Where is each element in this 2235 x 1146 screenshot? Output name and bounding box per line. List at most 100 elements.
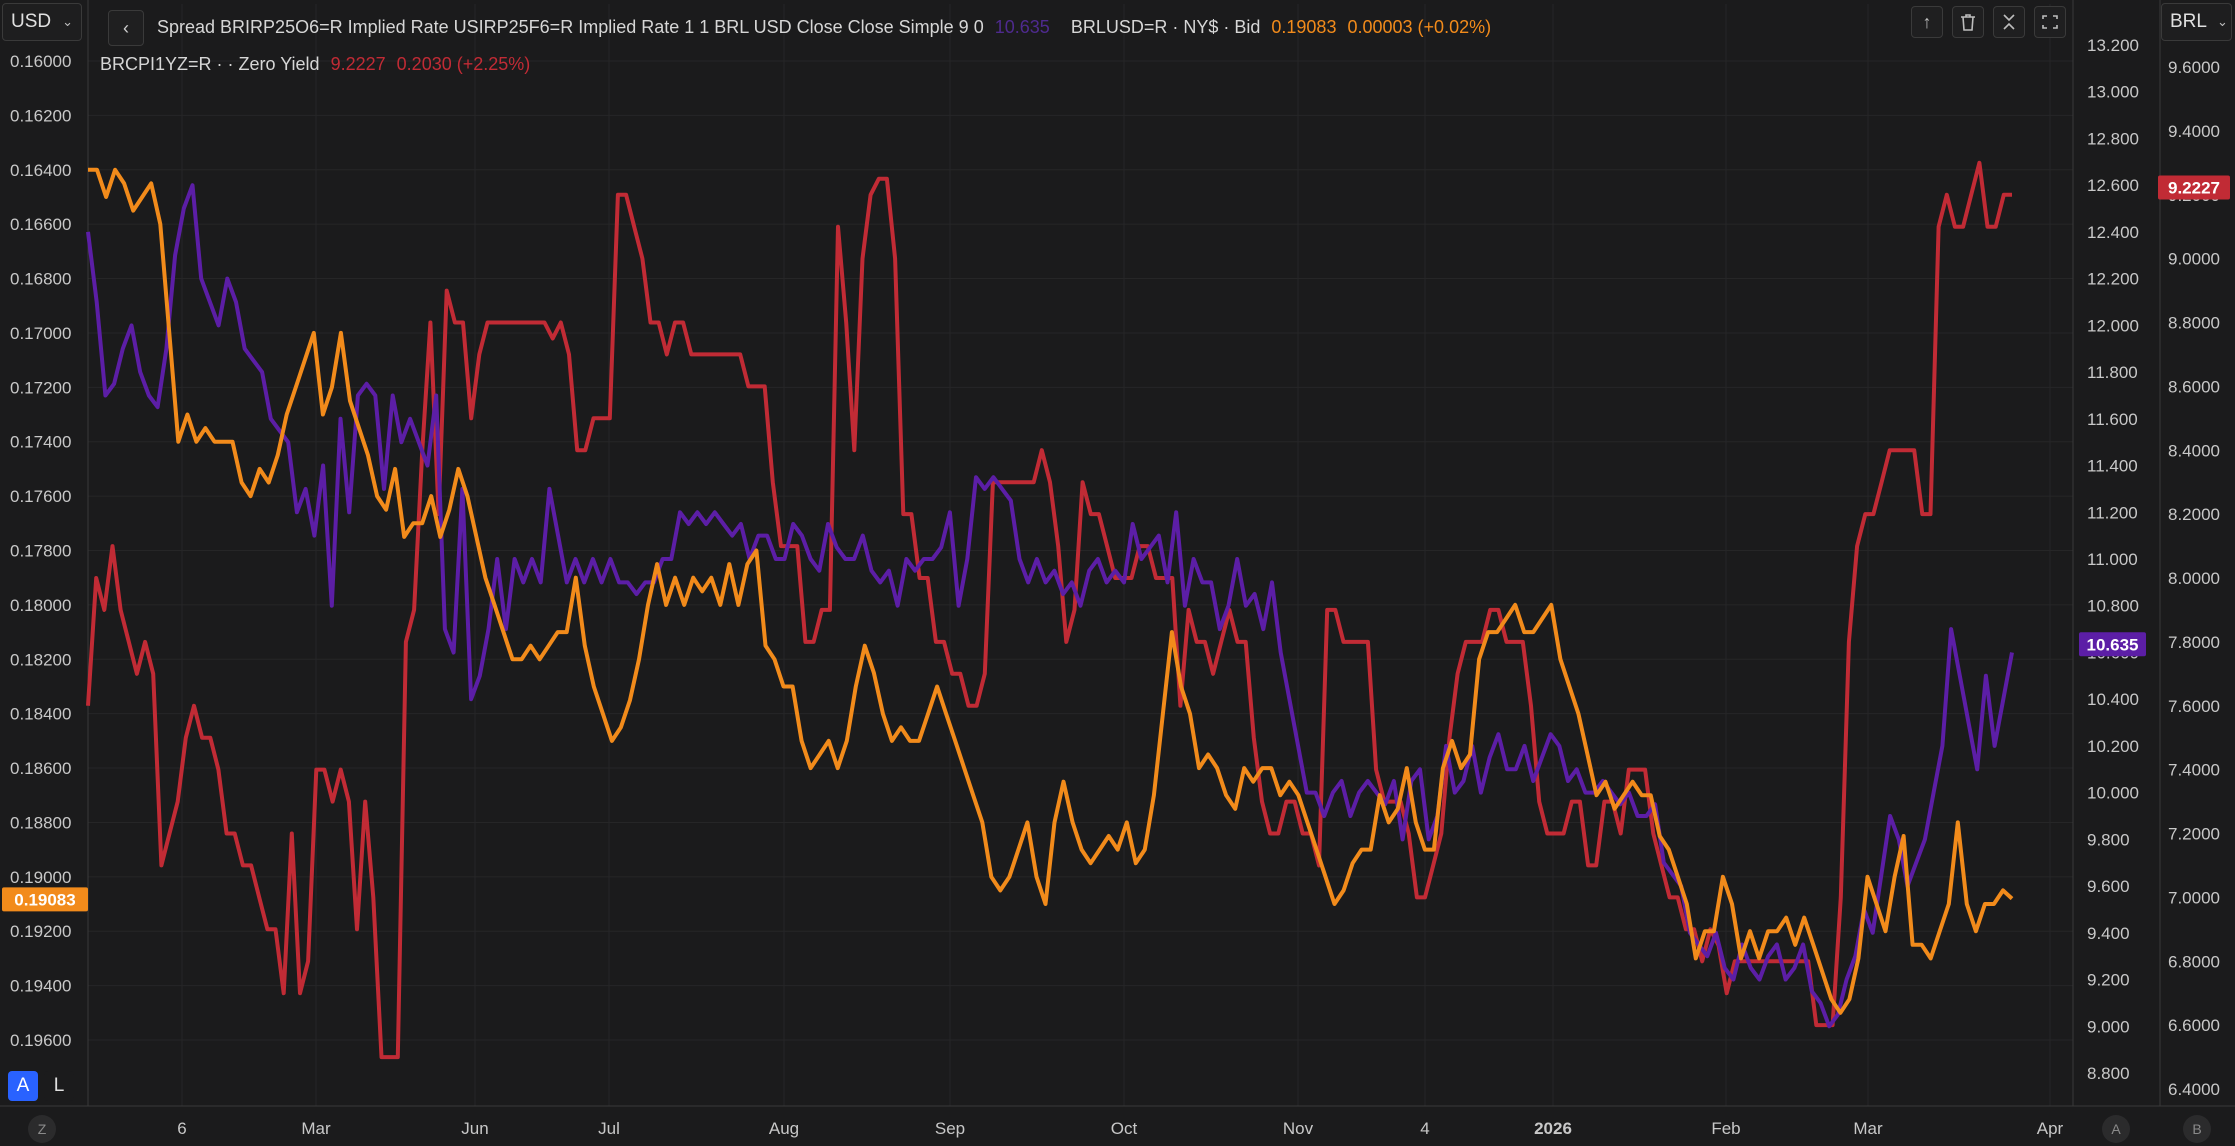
maximize-button[interactable] — [2034, 6, 2066, 38]
mid-axis-tick: 10.200 — [2087, 737, 2139, 756]
left-last-value-badge — [2, 887, 88, 912]
time-axis-tick: Sep — [935, 1119, 965, 1138]
time-axis-tick: Jul — [598, 1119, 620, 1138]
left-axis-tick: 0.16800 — [10, 270, 71, 289]
right-axis-tick: 6.4000 — [2168, 1080, 2220, 1099]
trash-icon — [1961, 14, 1975, 31]
right-axis-tick: 8.0000 — [2168, 569, 2220, 588]
delete-button[interactable] — [1952, 6, 1984, 38]
collapse-icon — [2003, 14, 2015, 30]
time-axis-tick: Nov — [1283, 1119, 1314, 1138]
left-axis-tick: 0.19000 — [10, 868, 71, 887]
legend-row-2: BRCPI1YZ=R · · Zero Yield 9.2227 0.2030 … — [100, 54, 536, 75]
right-currency-select[interactable]: BRL ⌄ — [2161, 3, 2232, 41]
right-axis-tick: 7.0000 — [2168, 888, 2220, 907]
left-axis-tick: 0.16400 — [10, 161, 71, 180]
right-axis-tick: 7.6000 — [2168, 697, 2220, 716]
time-axis-tick: Jun — [461, 1119, 488, 1138]
left-axis-tick: 0.19600 — [10, 1031, 71, 1050]
right-axis-tick: 7.4000 — [2168, 761, 2220, 780]
right-axis-tick: 8.4000 — [2168, 441, 2220, 460]
legend-cpi-change: 0.2030 (+2.25%) — [396, 54, 531, 74]
chevron-left-icon: ‹ — [123, 17, 129, 38]
log-scale-button[interactable]: L — [44, 1071, 74, 1101]
right-last-value-badge — [2158, 175, 2230, 200]
legend-spread-label: Spread BRIRP25O6=R Implied Rate USIRP25F… — [157, 17, 984, 37]
mid-corner-button[interactable]: A — [2102, 1115, 2130, 1143]
maximize-icon — [2042, 15, 2058, 29]
right-axis-tick: 6.8000 — [2168, 952, 2220, 971]
right-axis: 9.60009.40009.20009.00008.80008.60008.40… — [2168, 58, 2220, 1099]
mid-axis-tick: 12.000 — [2087, 316, 2139, 335]
mid-axis-tick: 11.600 — [2087, 410, 2138, 429]
collapse-button[interactable] — [1993, 6, 2025, 38]
time-axis-tick: 6 — [177, 1119, 186, 1138]
mid-axis-tick: 11.800 — [2087, 363, 2138, 382]
legend-brlusd-change: 0.00003 (+0.02%) — [1347, 17, 1492, 37]
chevron-down-icon: ⌄ — [2216, 14, 2228, 29]
mid-axis-tick: 11.000 — [2087, 550, 2138, 569]
left-axis: 0.16000 0.16200 0.16400 0.16600 0.16800 0.170… — [10, 52, 71, 1050]
mid-axis-tick: 11.400 — [2087, 457, 2138, 476]
auto-scale-button[interactable]: A — [8, 1071, 38, 1101]
chart-series — [86, 160, 2014, 1060]
mid-axis-tick: 9.200 — [2087, 971, 2130, 990]
legend-brlusd-value: 0.19083 — [1271, 17, 1337, 37]
left-currency-select[interactable]: USD ⌄ — [2, 3, 82, 41]
mid-axis-tick: 13.000 — [2087, 83, 2139, 102]
left-corner-label: Z — [37, 1121, 47, 1137]
right-axis-tick: 8.2000 — [2168, 505, 2220, 524]
left-axis-tick: 0.17200 — [10, 378, 71, 397]
mid-axis-tick: 11.200 — [2087, 503, 2138, 522]
right-last-value-badge-text: 9.2227 — [2168, 179, 2220, 198]
time-axis-tick: Aug — [769, 1119, 799, 1138]
log-scale-label: L — [53, 1075, 65, 1096]
mid-axis-tick: 9.000 — [2087, 1017, 2130, 1036]
right-corner-label: B — [2192, 1121, 2202, 1137]
right-axis-tick: 9.6000 — [2168, 58, 2220, 77]
series-line — [88, 167, 2014, 1015]
right-axis-tick: 9.4000 — [2168, 122, 2220, 141]
mid-axis: 13.200 13.000 12.800 12.600 12.400 12.200 12.0… — [2087, 36, 2139, 1083]
time-axis-tick: Feb — [1711, 1119, 1740, 1138]
mid-axis-tick: 10.000 — [2087, 784, 2139, 803]
right-axis-tick: 7.2000 — [2168, 825, 2220, 844]
arrow-up-icon: ↑ — [1922, 11, 1932, 32]
left-currency-label: USD — [11, 11, 52, 32]
legend-row-1: Spread BRIRP25O6=R Implied Rate USIRP25F… — [157, 17, 1497, 38]
left-axis-tick: 0.16200 — [10, 106, 71, 125]
left-axis-tick: 0.16600 — [10, 215, 71, 234]
mid-axis-tick: 13.200 — [2087, 36, 2139, 55]
mid-last-value-badge-text: 10.635 — [2087, 635, 2139, 654]
auto-scale-label: A — [16, 1075, 30, 1096]
left-axis-tick: 0.18000 — [10, 596, 71, 615]
right-axis-tick: 8.8000 — [2168, 314, 2220, 333]
left-axis-tick: 0.18200 — [10, 650, 71, 669]
move-up-button[interactable]: ↑ — [1911, 6, 1943, 38]
time-axis-tick: Oct — [1111, 1119, 1138, 1138]
right-axis-tick: 7.8000 — [2168, 633, 2220, 652]
right-corner-button[interactable]: B — [2183, 1115, 2211, 1143]
left-axis-tick: 0.16000 — [10, 52, 71, 71]
legend-brlusd-label: BRLUSD=R · NY$ · Bid — [1070, 17, 1261, 37]
mid-last-value-badge — [2079, 632, 2146, 657]
left-axis-tick: 0.17600 — [10, 487, 71, 506]
left-axis-tick: 0.19400 — [10, 977, 71, 996]
legend-cpi-label: BRCPI1YZ=R · · Zero Yield — [100, 54, 320, 74]
left-axis-tick: 0.18600 — [10, 759, 71, 778]
legend-spread-value: 10.635 — [994, 17, 1050, 37]
left-axis-tick: 0.17400 — [10, 433, 71, 452]
time-axis-tick: Mar — [301, 1119, 331, 1138]
legend-cpi-value: 9.2227 — [330, 54, 386, 74]
mid-axis-tick: 9.800 — [2087, 830, 2130, 849]
time-axis-tick: Mar — [1853, 1119, 1883, 1138]
mid-axis-tick: 12.600 — [2087, 176, 2139, 195]
left-axis-tick: 0.18400 — [10, 705, 71, 724]
collapse-legend-button[interactable]: ‹ — [108, 10, 144, 46]
time-axis-tick: 2026 — [1534, 1119, 1572, 1138]
right-axis-tick: 9.0000 — [2168, 250, 2220, 269]
mid-corner-label: A — [2111, 1121, 2121, 1137]
right-axis-tick: 8.6000 — [2168, 377, 2220, 396]
left-corner-button[interactable]: Z — [28, 1115, 56, 1143]
